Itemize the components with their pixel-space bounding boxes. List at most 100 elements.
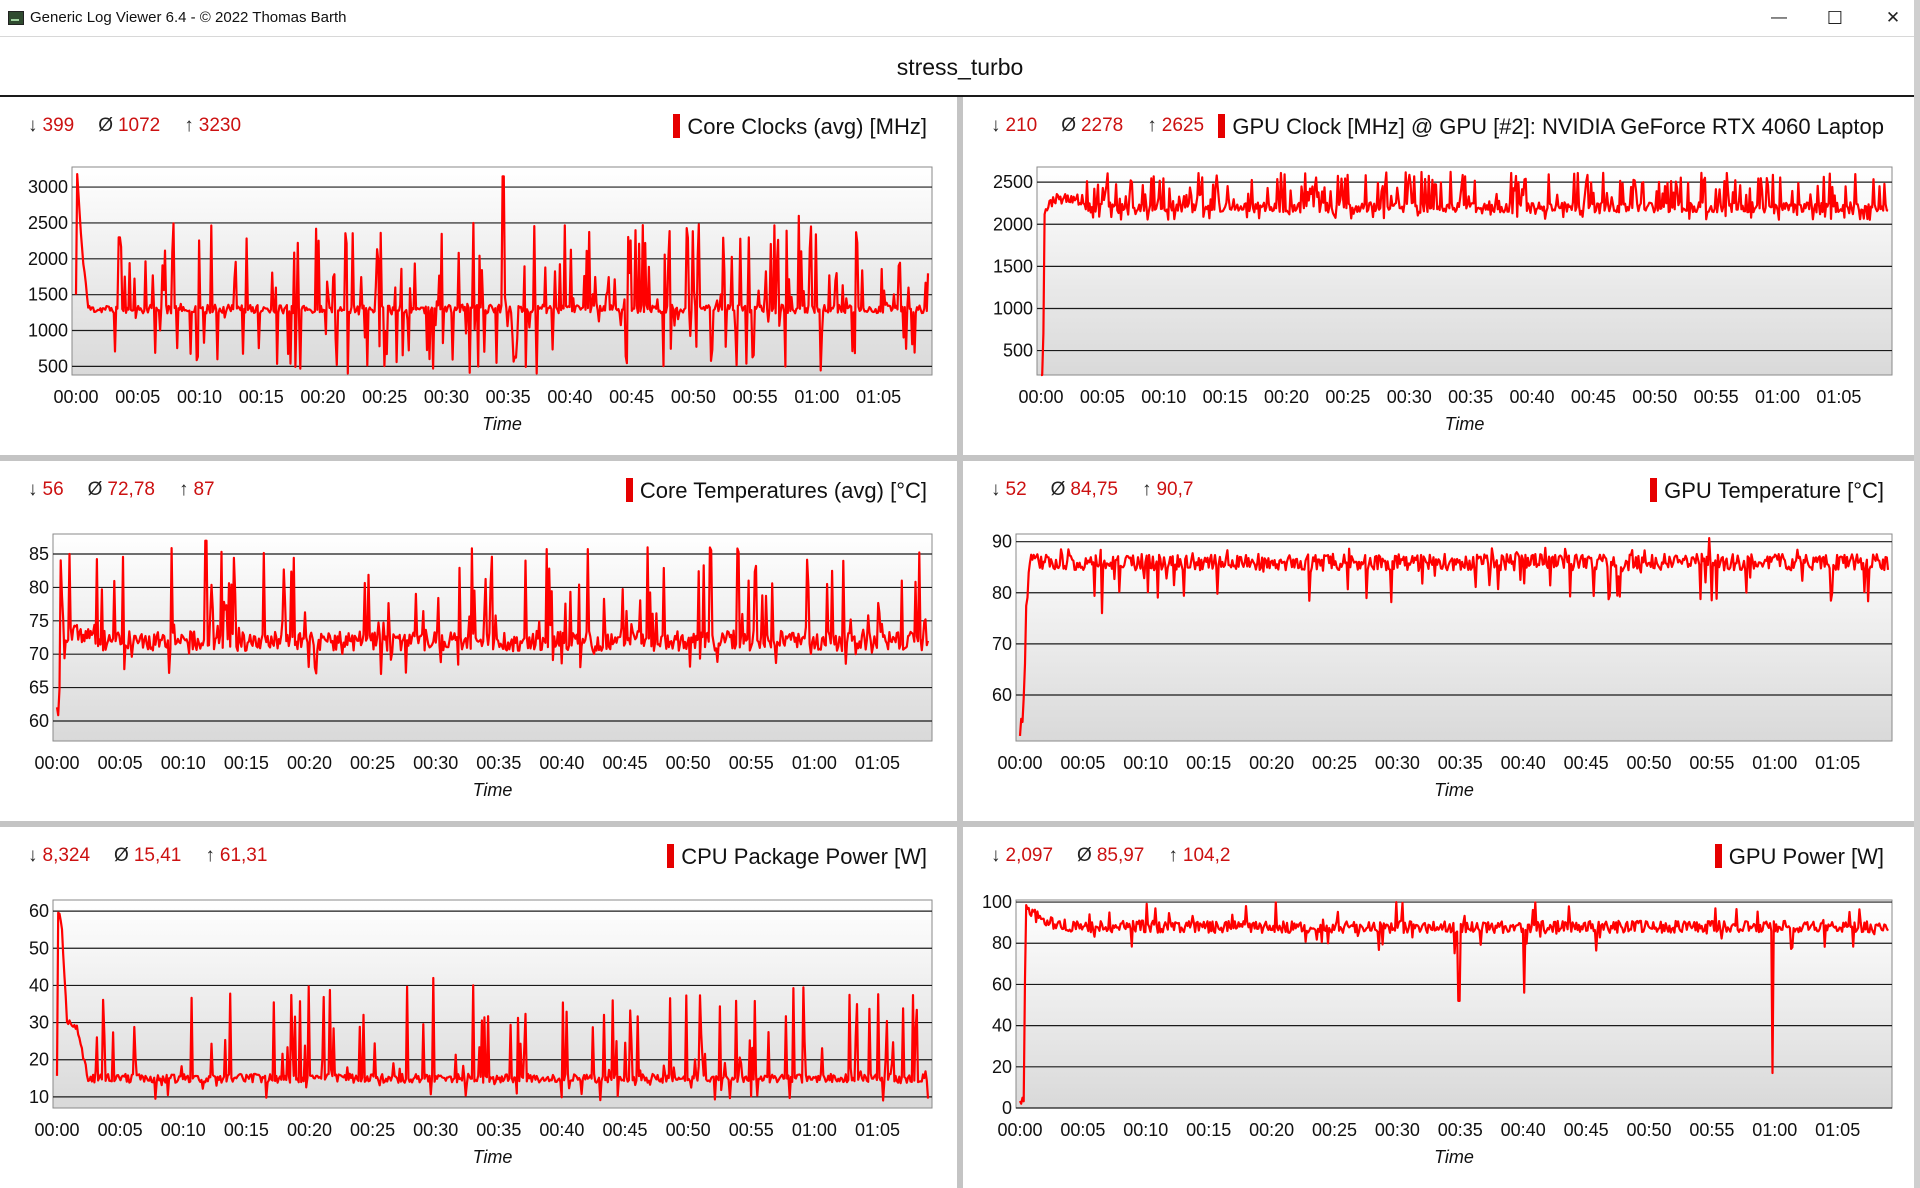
stat-min-icon: ↓ [28, 479, 38, 500]
stat-max-value: 90,7 [1156, 479, 1194, 500]
stat-avg-icon: Ø [1061, 115, 1076, 136]
y-tick-label: 20 [29, 1050, 49, 1070]
stat-min: ↓ 210 [991, 115, 1037, 136]
panel-divider-h1 [0, 455, 1920, 461]
x-tick-label: 00:40 [539, 753, 584, 773]
y-tick-label: 50 [29, 938, 49, 958]
x-tick-label: 01:00 [792, 1120, 837, 1140]
y-tick-label: 500 [1003, 341, 1033, 361]
stat-avg: Ø 2278 [1061, 115, 1123, 136]
stat-min-icon: ↓ [991, 479, 1001, 500]
x-axis-label: Time [473, 780, 513, 800]
x-tick-label: 00:45 [603, 753, 648, 773]
x-tick-label: 00:15 [1186, 753, 1231, 773]
stat-min-value: 2,097 [1005, 845, 1054, 866]
stat-avg-icon: Ø [98, 115, 113, 136]
chart-title: GPU Temperature [°C] [1650, 478, 1884, 504]
chart-stats: ↓ 399 Ø 1072 ↑ 3230 [28, 115, 265, 137]
y-tick-label: 3000 [28, 177, 68, 197]
stat-avg-value: 72,78 [107, 479, 155, 500]
stat-max: ↑ 87 [179, 479, 215, 500]
page-title: stress_turbo [896, 54, 1024, 80]
y-tick-label: 30 [29, 1013, 49, 1033]
minimize-icon[interactable]: — [1771, 9, 1787, 26]
x-tick-label: 00:05 [1080, 387, 1125, 407]
stat-avg-icon: Ø [87, 479, 103, 500]
panel-divider-vertical [957, 97, 963, 1188]
stat-avg-value: 2278 [1080, 115, 1124, 136]
x-tick-label: 01:05 [856, 387, 901, 407]
x-tick-label: 01:05 [1815, 753, 1860, 773]
x-tick-label: 00:30 [1375, 753, 1420, 773]
y-tick-label: 80 [29, 577, 49, 597]
y-tick-label: 2500 [28, 213, 68, 233]
legend-swatch [667, 844, 675, 868]
chart-svg: 500 1000 1500 2000 2500 00:00 00:05 00:10 00:15 0… [993, 166, 1893, 434]
stat-min-icon: ↓ [991, 115, 1001, 136]
chart-stats: ↓ 2,097 Ø 85,97 ↑ 104,2 [991, 845, 1254, 867]
y-tick-label: 1000 [28, 321, 68, 341]
x-tick-label: 01:05 [855, 753, 900, 773]
stat-max-icon: ↑ [1141, 479, 1152, 500]
chart-title-text: CPU Package Power [W] [681, 844, 927, 869]
stat-max-value: 87 [193, 479, 215, 500]
stat-max-value: 3230 [198, 115, 242, 136]
x-tick-label: 00:00 [1018, 387, 1063, 407]
stat-min-value: 56 [42, 479, 64, 500]
stat-max: ↑ 2625 [1147, 115, 1204, 136]
x-tick-label: 00:20 [1264, 387, 1309, 407]
y-tick-label: 2000 [993, 214, 1033, 234]
x-tick-label: 00:40 [1501, 753, 1546, 773]
stat-avg: Ø 72,78 [88, 479, 155, 500]
x-tick-label: 00:15 [224, 1120, 269, 1140]
chart-svg: 10 20 30 40 50 60 00:00 00:05 00:10 00:15 00:20 00:… [29, 899, 933, 1167]
x-tick-label: 00:10 [1141, 387, 1186, 407]
x-tick-label: 00:25 [350, 1120, 395, 1140]
chart-title-text: GPU Temperature [°C] [1664, 478, 1884, 503]
y-tick-label: 60 [992, 974, 1012, 994]
y-tick-label: 1500 [993, 256, 1033, 276]
chart-title-text: GPU Clock [MHz] @ GPU [#2]: NVIDIA GeFor… [1232, 114, 1884, 139]
legend-swatch [1650, 478, 1658, 502]
chart-stats: ↓ 210 Ø 2278 ↑ 2625 [991, 115, 1228, 137]
maximize-icon[interactable]: ☐ [1826, 8, 1844, 28]
x-tick-label: 00:10 [177, 387, 222, 407]
stat-min: ↓ 8,324 [28, 845, 90, 866]
stat-min-value: 210 [1005, 115, 1038, 136]
stat-avg-value: 15,41 [133, 845, 182, 866]
window-scrollbar[interactable] [1914, 0, 1920, 1188]
x-tick-label: 00:25 [1312, 1120, 1357, 1140]
x-tick-label: 00:45 [603, 1120, 648, 1140]
chart-svg: 60 65 70 75 80 85 00:00 00:05 00:10 00:15 00:20 00:… [29, 533, 933, 800]
x-tick-label: 00:50 [1626, 1120, 1671, 1140]
chart-panel-5: ↓ 8,324 Ø 15,41 ↑ 61,31 CPU Package Power [W] 1… [0, 827, 957, 1188]
x-axis-label: Time [482, 414, 522, 434]
y-tick-label: 80 [992, 933, 1012, 953]
x-tick-label: 00:35 [476, 1120, 521, 1140]
x-tick-label: 00:05 [1060, 753, 1105, 773]
stat-avg: Ø 85,97 [1077, 845, 1144, 866]
series-line [55, 911, 930, 1102]
x-axis-label: Time [1445, 414, 1485, 434]
stat-avg-icon: Ø [1077, 845, 1092, 866]
y-tick-label: 60 [29, 711, 49, 731]
y-tick-label: 1000 [993, 298, 1033, 318]
stat-max-icon: ↑ [205, 845, 215, 866]
x-tick-label: 00:30 [424, 387, 469, 407]
x-tick-label: 00:55 [729, 1120, 774, 1140]
y-tick-label: 65 [29, 678, 49, 698]
y-tick-label: 2000 [28, 249, 68, 269]
stat-avg-icon: Ø [1050, 479, 1066, 500]
close-icon[interactable]: ✕ [1885, 8, 1901, 27]
chart-panel-3: ↓ 56 Ø 72,78 ↑ 87 Core Temperatures (avg) [°C]… [0, 461, 957, 821]
x-tick-label: 00:55 [1689, 1120, 1734, 1140]
x-tick-label: 00:30 [1387, 387, 1432, 407]
legend-swatch [625, 478, 633, 502]
x-tick-label: 00:10 [161, 1120, 206, 1140]
stat-min: ↓ 399 [28, 115, 74, 136]
x-tick-label: 01:00 [1752, 1120, 1797, 1140]
stat-max: ↑ 61,31 [205, 845, 267, 866]
y-tick-label: 500 [38, 356, 68, 376]
x-tick-label: 00:05 [115, 387, 160, 407]
stat-avg-icon: Ø [114, 845, 129, 866]
